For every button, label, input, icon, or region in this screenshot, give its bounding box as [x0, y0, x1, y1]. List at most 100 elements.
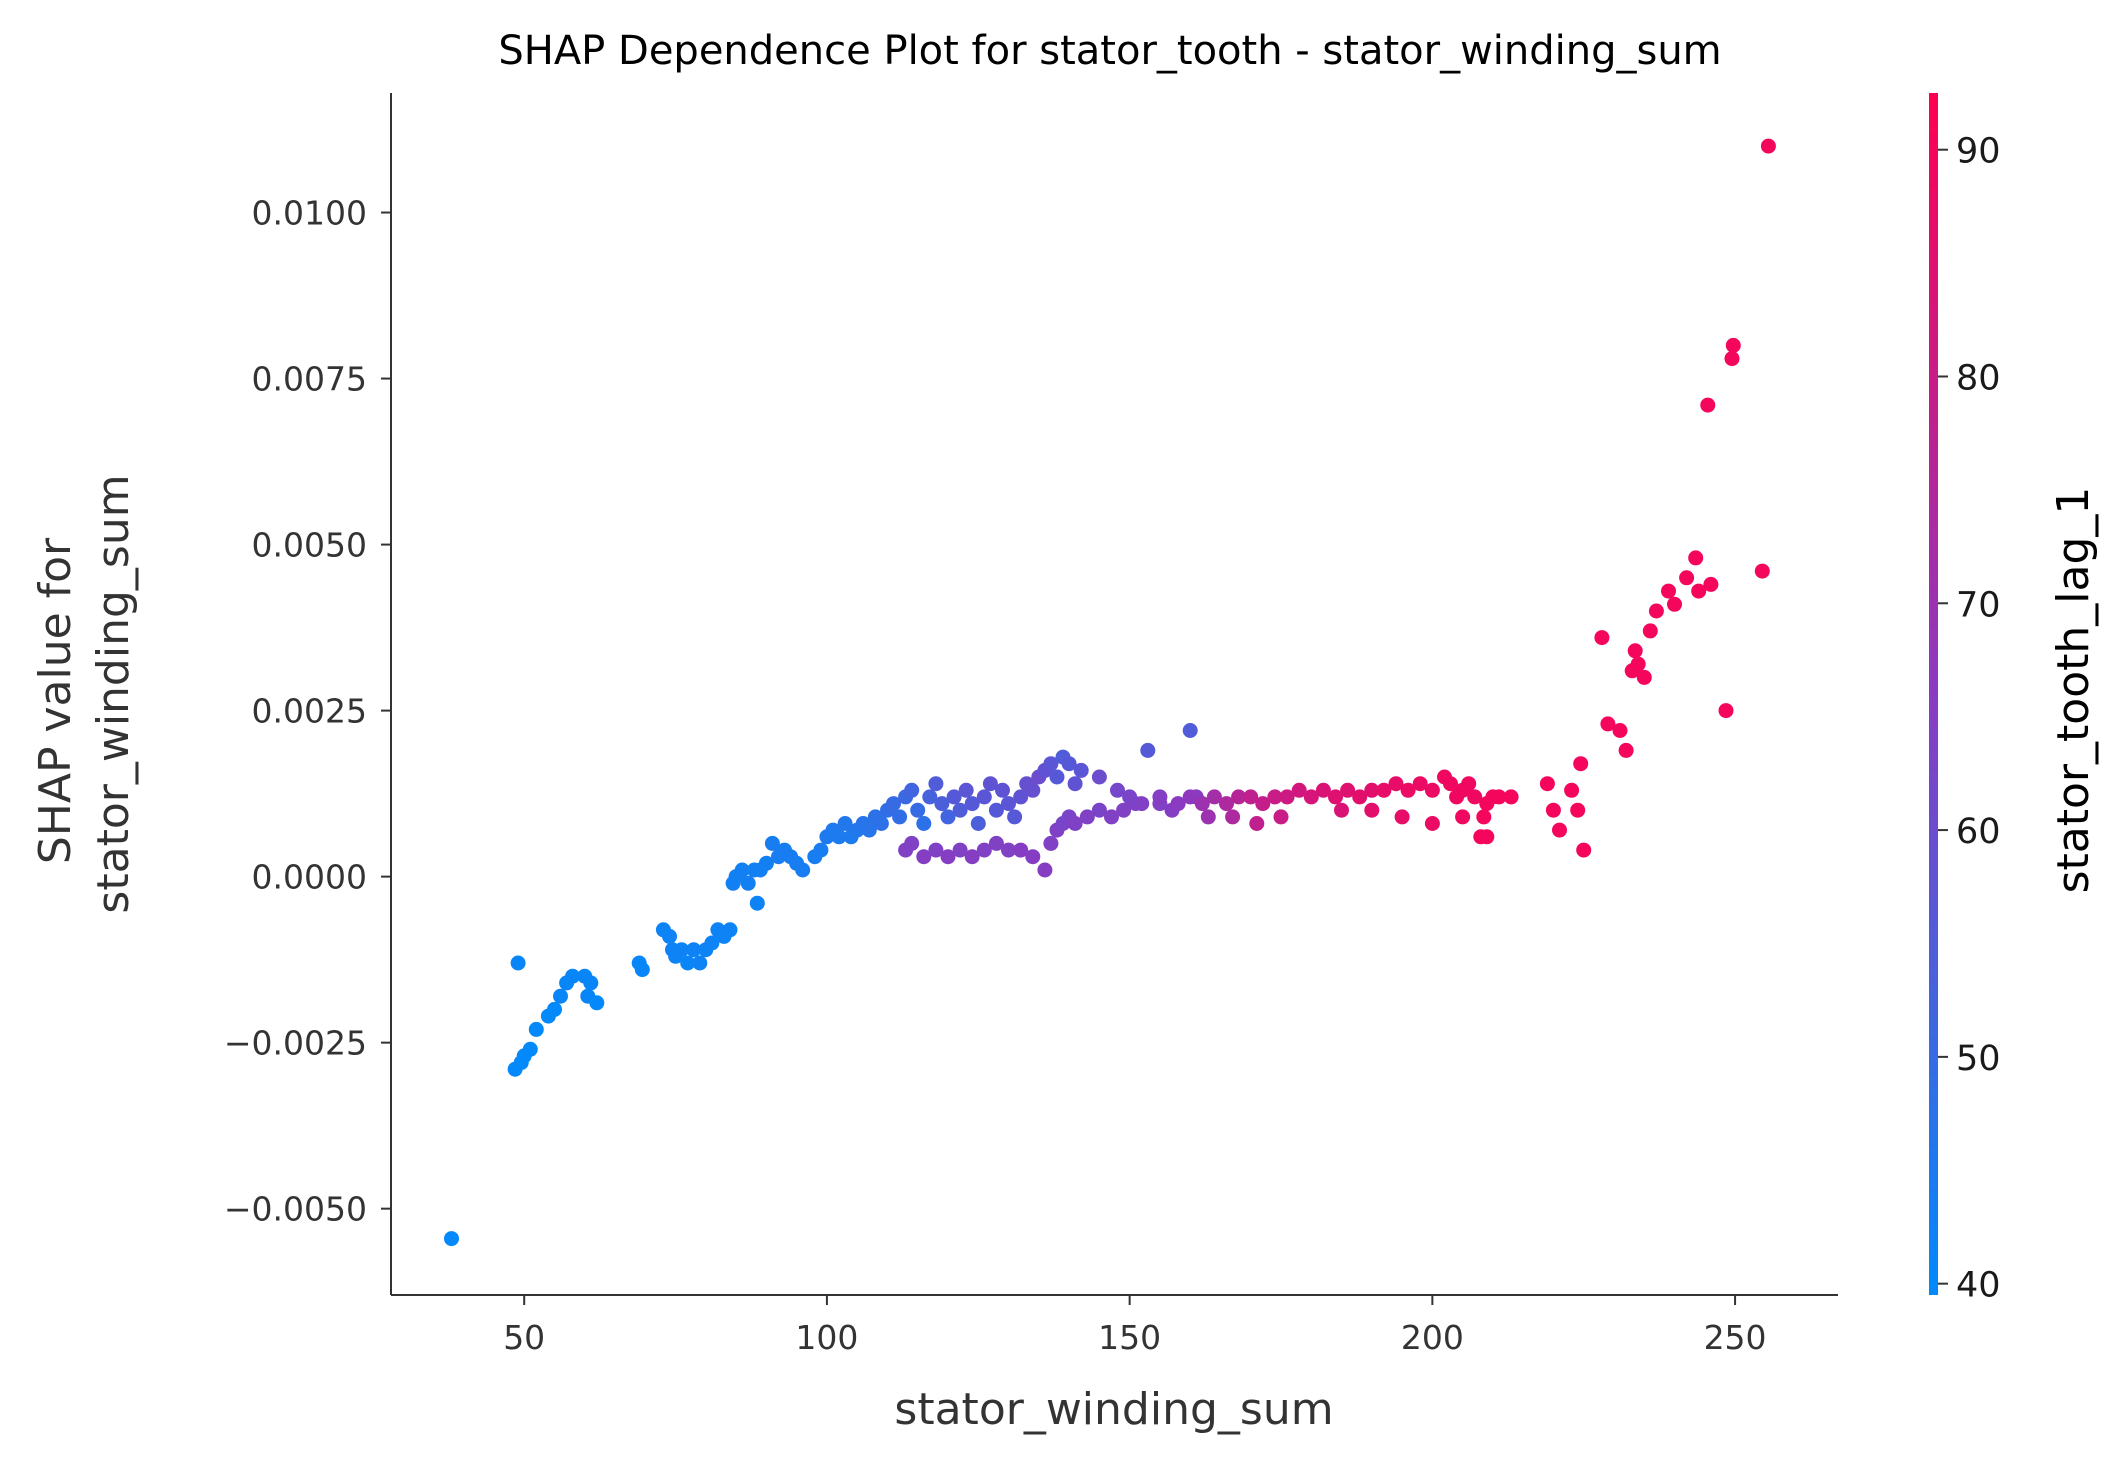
scatter-point [1570, 802, 1586, 818]
scatter-point [988, 835, 1004, 851]
scatter-point [1552, 822, 1567, 838]
scatter-point [1491, 789, 1507, 805]
scatter-point [1691, 583, 1707, 599]
scatter-point [916, 816, 932, 831]
scatter-point [1091, 769, 1107, 785]
scatter-point [1231, 789, 1247, 805]
scatter-point [964, 796, 980, 812]
scatter-point [1424, 782, 1440, 798]
scatter-point [1364, 802, 1380, 818]
scatter-point [1703, 576, 1719, 592]
x-tick-label: 150 [1098, 1318, 1161, 1357]
scatter-point [674, 942, 690, 958]
scatter-point [565, 968, 581, 984]
scatter-point [1255, 796, 1271, 812]
scatter-point [1194, 796, 1210, 812]
scatter-point [1630, 656, 1646, 672]
scatter-point [1116, 802, 1132, 818]
scatter-point [928, 842, 944, 858]
scatter-point [1273, 809, 1289, 825]
scatter-point [1503, 789, 1519, 805]
scatter-point [1700, 397, 1716, 413]
scatter-point [1037, 862, 1053, 878]
colorbar-title: stator_tooth_lag_1 [2048, 487, 2099, 894]
y-axis-title-line-1: SHAP value for [30, 537, 81, 864]
scatter-point [1661, 583, 1676, 599]
y-tick-label: 0.0075 [252, 360, 367, 399]
colorbar [1929, 93, 1938, 1295]
scatter-point [1760, 138, 1776, 154]
scatter-point [1352, 789, 1368, 805]
scatter-point [1648, 603, 1664, 619]
colorbar-tick-label: 80 [1956, 358, 2001, 398]
scatter-point [1001, 796, 1016, 812]
scatter-point [1334, 802, 1349, 818]
scatter-point [1636, 669, 1652, 685]
scatter-point [1291, 782, 1307, 798]
scatter-point [1688, 550, 1704, 566]
scatter-point [1091, 802, 1107, 818]
scatter-point [1364, 782, 1380, 798]
colorbar-tick-label: 50 [1956, 1039, 2001, 1079]
scatter-point [1104, 809, 1119, 825]
scatter-point [1725, 337, 1741, 353]
scatter-point [946, 789, 962, 805]
scatter-point [528, 1021, 544, 1037]
y-tick-label: −0.0050 [224, 1190, 367, 1229]
scatter-point [1724, 351, 1740, 367]
scatter-point [740, 875, 756, 891]
scatter-point [1539, 776, 1555, 792]
scatter-point [1182, 789, 1198, 805]
scatter-point [510, 955, 526, 971]
scatter-point [1315, 782, 1331, 798]
scatter-point [1600, 716, 1616, 732]
scatter-point [1594, 630, 1610, 646]
scatter-point [1152, 789, 1168, 805]
scatter-point [1025, 849, 1041, 865]
scatter-point [583, 975, 599, 991]
x-tick-label: 100 [795, 1318, 858, 1357]
scatter-point [928, 776, 944, 792]
y-tick-label: 0.0050 [252, 526, 367, 565]
scatter-point [1140, 742, 1156, 758]
scatter-point [916, 849, 932, 865]
scatter-point [1479, 829, 1495, 845]
scatter-point [1279, 789, 1295, 805]
scatter-point [1061, 756, 1077, 772]
scatter-point [692, 955, 708, 971]
scatter-point [1618, 742, 1634, 758]
scatter-point [1049, 769, 1065, 785]
y-tick-label: 0.0025 [252, 692, 367, 731]
scatter-point [952, 842, 968, 858]
scatter-point [958, 782, 974, 798]
scatter-point [1267, 789, 1283, 805]
scatter-point [1182, 723, 1198, 738]
x-axis-title: stator_winding_sum [894, 1384, 1333, 1435]
scatter-point [1564, 782, 1580, 798]
y-tick-label: 0.0100 [252, 194, 367, 233]
scatter-point [522, 1041, 538, 1057]
scatter-point [1612, 723, 1628, 738]
scatter-point [976, 842, 992, 858]
x-tick-label: 250 [1704, 1318, 1767, 1357]
scatter-point [1576, 842, 1592, 858]
y-axis-title-line-2: stator_winding_sum [88, 474, 139, 913]
scatter-point [1476, 809, 1492, 825]
scatter-point [910, 802, 926, 818]
scatter-point [1443, 776, 1458, 792]
scatter-point [722, 922, 738, 938]
scatter-point [1079, 809, 1095, 825]
scatter-point [831, 829, 847, 845]
scatter-point [1122, 789, 1138, 805]
colorbar-tick-label: 60 [1956, 812, 2001, 852]
y-axis-title: SHAP value for stator_winding_sum [30, 474, 139, 913]
scatter-point [1340, 782, 1356, 798]
x-tick-label: 50 [503, 1318, 545, 1357]
colorbar-tick-label: 90 [1956, 132, 2001, 172]
scatter-point [444, 1231, 459, 1247]
scatter-point [1134, 796, 1150, 812]
scatter-point [1545, 802, 1561, 818]
scatter-point [1001, 842, 1016, 858]
scatter-point [634, 962, 650, 978]
